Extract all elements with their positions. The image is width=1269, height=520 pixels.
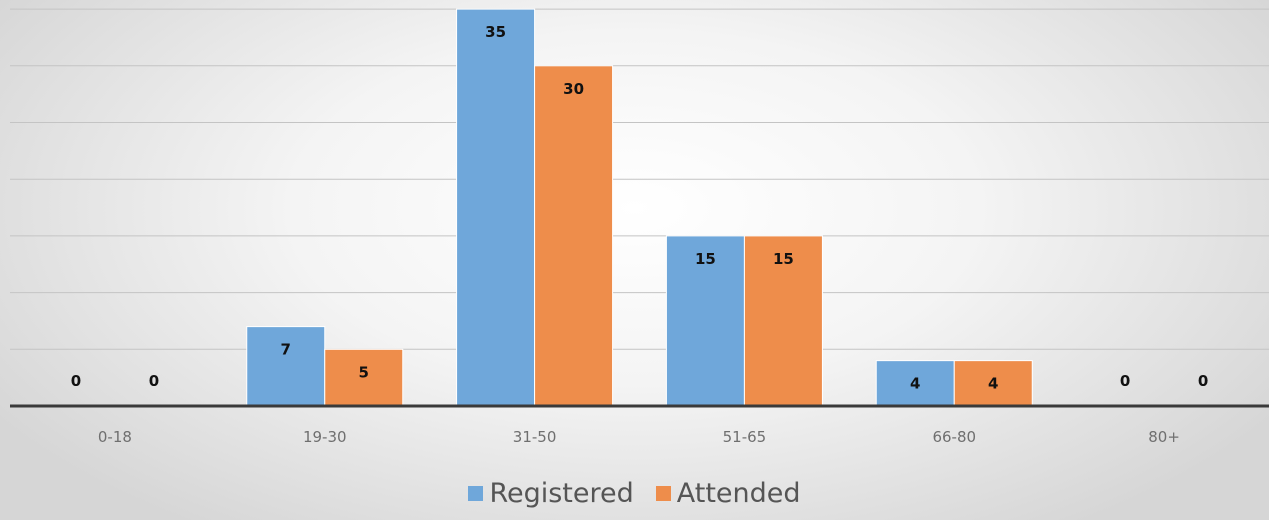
data-label-attended-80+: 0 [1198, 372, 1208, 390]
legend-label: Registered [489, 478, 634, 509]
chart-plot: 0 0 0-18 7 5 19-30 35 30 31-50 15 15 51-65 4 4 66-80 0 0… [10, 8, 1269, 446]
x-tick-label: 51-65 [723, 428, 767, 446]
bar-attended-31-50 [534, 65, 614, 407]
data-label-attended-19-30: 5 [359, 363, 369, 381]
x-tick-label: 66-80 [932, 428, 976, 446]
data-label-registered-51-65: 15 [695, 250, 716, 268]
data-label-attended-66-80: 4 [988, 374, 998, 392]
data-label-registered-66-80: 4 [910, 374, 920, 392]
x-tick-label: 80+ [1148, 428, 1180, 446]
x-tick-label: 0-18 [98, 428, 132, 446]
legend-item-registered: Registered [468, 478, 634, 509]
x-tick-label: 31-50 [513, 428, 557, 446]
legend-label: Attended [676, 478, 801, 509]
bar-attended-66-80 [953, 360, 1033, 407]
data-label-attended-51-65: 15 [773, 250, 794, 268]
data-label-attended-0-18: 0 [149, 372, 159, 390]
data-label-registered-0-18: 0 [71, 372, 81, 390]
data-label-attended-31-50: 30 [563, 80, 584, 98]
data-label-registered-80+: 0 [1120, 372, 1130, 390]
x-tick-label: 19-30 [303, 428, 347, 446]
bar-registered-66-80 [875, 360, 955, 407]
legend: Registered Attended [0, 478, 1269, 509]
bar-registered-31-50 [456, 8, 536, 407]
bar-attended-51-65 [743, 235, 823, 407]
data-label-registered-19-30: 7 [281, 341, 291, 359]
legend-swatch [468, 486, 484, 501]
legend-swatch [655, 486, 671, 501]
data-label-registered-31-50: 35 [485, 23, 506, 41]
bar-registered-51-65 [665, 235, 745, 407]
bar-registered-19-30 [246, 326, 326, 407]
legend-item-attended: Attended [655, 478, 801, 509]
